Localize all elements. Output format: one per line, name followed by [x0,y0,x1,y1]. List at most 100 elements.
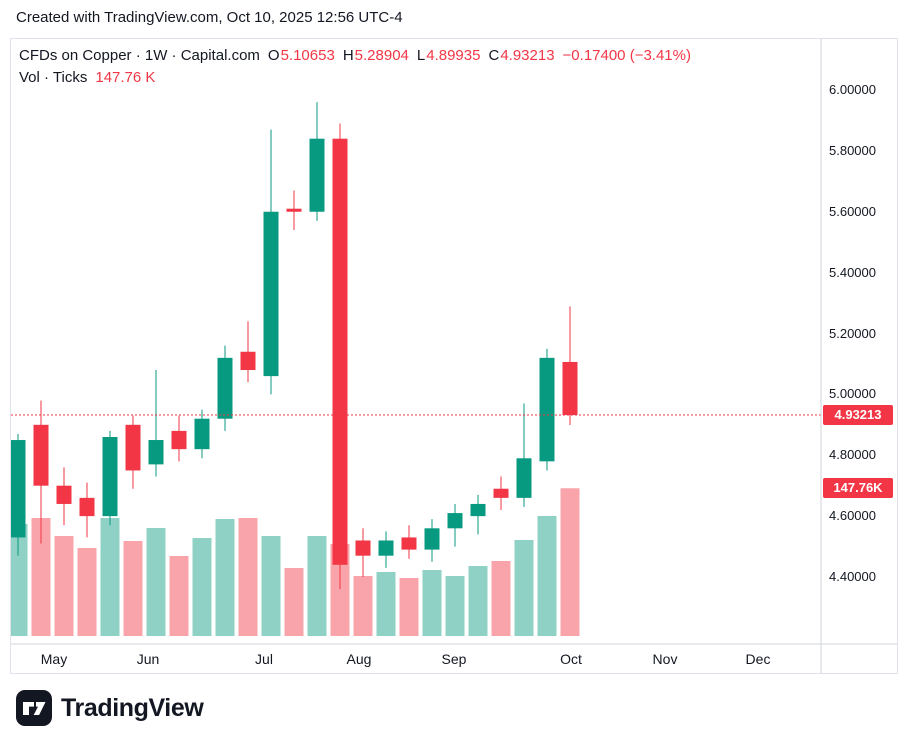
volume-bar[interactable] [422,570,442,636]
candle[interactable] [424,519,440,562]
price-scale[interactable]: 6.00000 5.80000 5.60000 5.40000 5.20000 5.000… [821,39,896,673]
candle[interactable] [286,190,302,231]
volume-bar[interactable] [11,524,28,636]
volume-bar[interactable] [376,572,396,636]
candle[interactable] [102,430,118,526]
volume-bar[interactable] [353,576,373,636]
volume-row[interactable]: Vol · Ticks 147.76 K [19,67,691,89]
candle-body [56,485,72,504]
low-label: L [416,47,426,64]
price-scale-label: 6.00000 [829,82,876,97]
volume-bar[interactable] [491,561,511,636]
candle[interactable] [332,123,348,590]
candle[interactable] [516,403,532,507]
candle-body [309,138,325,212]
time-scale[interactable]: May Jun Jul Aug Sep Oct Nov Dec [11,644,897,672]
candle-body [263,211,279,377]
volume-bar[interactable] [514,540,534,636]
candle[interactable] [562,306,578,426]
volume-bar[interactable] [54,536,74,636]
candle[interactable] [194,409,210,459]
ohlc-open: O 5.10653 [268,45,335,67]
ohlc-close: C 4.93213 [488,45,554,67]
volume-badge: 147.76K [823,478,893,499]
volume-bar[interactable] [261,536,281,636]
candle-body [217,357,233,419]
high-label: H [342,47,354,64]
price-chart-canvas[interactable] [11,39,897,673]
price-scale-label: 5.60000 [829,203,876,219]
volume-bar[interactable] [146,528,166,636]
candle-body [125,424,141,471]
watermark-text: Created with TradingView.com, Oct 10, 20… [16,9,403,26]
volume-bar[interactable] [215,519,235,636]
change-value: −0.17400 (−3.41%) [562,47,691,64]
tradingview-brand-text: TradingView [61,693,204,722]
candle[interactable] [355,528,371,577]
candle-body [102,436,118,517]
candle-body [470,503,486,517]
candle[interactable] [378,531,394,568]
volume-series[interactable] [11,488,580,636]
volume-bar[interactable] [77,548,97,636]
low-value: 4.89935 [426,47,481,64]
volume-bar[interactable] [123,541,143,636]
candle[interactable] [309,102,325,221]
candle-body [355,540,371,556]
symbol-title[interactable]: CFDs on Copper · 1W · Capital.com [19,47,260,64]
volume-bar[interactable] [468,566,488,636]
candle[interactable] [217,345,233,431]
candle-body [240,351,256,371]
symbol-row[interactable]: CFDs on Copper · 1W · Capital.com O 5.106… [19,45,691,67]
volume-bar[interactable] [560,488,580,636]
price-scale-label: 4.40000 [829,569,876,584]
volume-bar[interactable] [238,518,258,636]
time-scale-label: Dec [745,651,771,667]
candle[interactable] [56,467,72,526]
candle-body [493,488,509,498]
volume-bar[interactable] [537,516,557,636]
candle[interactable] [148,370,164,477]
volume-study-value: 147.76 K [95,69,156,86]
candle[interactable] [11,433,26,556]
candle[interactable] [263,129,279,395]
candle[interactable] [493,476,509,511]
time-scale-label: Sep [441,651,467,667]
candle[interactable] [79,482,95,538]
open-label: O [267,47,280,64]
candle[interactable] [171,415,187,462]
candle[interactable] [447,503,463,547]
candle-body [194,418,210,450]
volume-bar[interactable] [284,568,304,636]
time-scale-label: Jul [255,651,273,667]
volume-bar[interactable] [169,556,189,636]
ohlc-high: H 5.28904 [343,45,409,67]
tradingview-footer[interactable]: TradingView [16,690,204,726]
chart-widget[interactable]: CFDs on Copper · 1W · Capital.com O 5.106… [10,38,898,674]
volume-bar[interactable] [31,518,51,636]
volume-bar[interactable] [399,578,419,636]
candle-series[interactable] [11,102,578,590]
volume-bar[interactable] [330,544,350,636]
volume-bar[interactable] [445,576,465,636]
price-scale-label: 4.80000 [829,447,876,463]
candle[interactable] [401,525,417,559]
candle[interactable] [33,400,49,544]
time-scale-label: Nov [652,651,678,667]
price-scale-label: 5.40000 [829,264,876,280]
candle[interactable] [539,348,555,471]
candle-body [332,138,348,565]
volume-bar[interactable] [307,536,327,636]
time-scale-label: May [40,651,68,667]
last-price-badge: 4.93213 [823,405,893,426]
candle-body [378,540,394,556]
close-value: 4.93213 [500,47,555,64]
candle-body [79,497,95,517]
candle-body [539,357,555,462]
high-value: 5.28904 [354,47,409,64]
volume-bar[interactable] [100,518,120,636]
volume-bar[interactable] [192,538,212,636]
candle[interactable] [470,494,486,535]
candle[interactable] [240,321,256,383]
candle[interactable] [125,415,141,489]
